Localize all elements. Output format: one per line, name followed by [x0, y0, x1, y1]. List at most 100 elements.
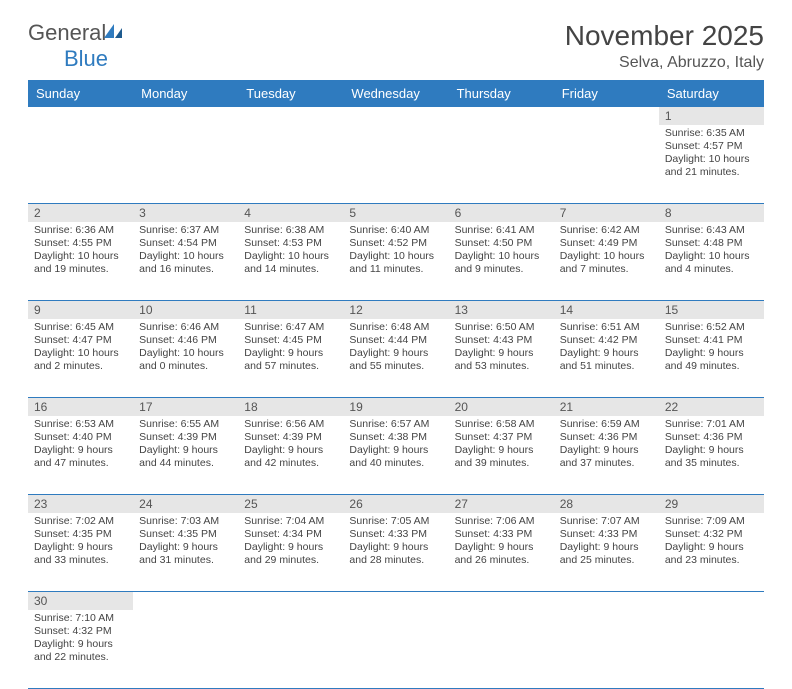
day-cell — [449, 610, 554, 689]
sunrise-text: Sunrise: 7:04 AM — [244, 515, 337, 528]
sunrise-text: Sunrise: 6:38 AM — [244, 224, 337, 237]
day-info: Sunrise: 6:36 AMSunset: 4:55 PMDaylight:… — [28, 222, 133, 281]
day-info: Sunrise: 6:45 AMSunset: 4:47 PMDaylight:… — [28, 319, 133, 378]
day-cell: Sunrise: 6:40 AMSunset: 4:52 PMDaylight:… — [343, 222, 448, 301]
daylight-text: Daylight: 10 hours and 9 minutes. — [455, 250, 548, 276]
day-cell: Sunrise: 6:52 AMSunset: 4:41 PMDaylight:… — [659, 319, 764, 398]
daylight-text: Daylight: 9 hours and 49 minutes. — [665, 347, 758, 373]
day-info: Sunrise: 7:04 AMSunset: 4:34 PMDaylight:… — [238, 513, 343, 572]
day-info: Sunrise: 6:40 AMSunset: 4:52 PMDaylight:… — [343, 222, 448, 281]
sunset-text: Sunset: 4:50 PM — [455, 237, 548, 250]
day-info: Sunrise: 6:38 AMSunset: 4:53 PMDaylight:… — [238, 222, 343, 281]
day-number: 14 — [554, 301, 659, 320]
sunset-text: Sunset: 4:48 PM — [665, 237, 758, 250]
sunrise-text: Sunrise: 7:02 AM — [34, 515, 127, 528]
sunset-text: Sunset: 4:44 PM — [349, 334, 442, 347]
day-info: Sunrise: 6:59 AMSunset: 4:36 PMDaylight:… — [554, 416, 659, 475]
day-cell: Sunrise: 7:10 AMSunset: 4:32 PMDaylight:… — [28, 610, 133, 689]
day-number — [449, 107, 554, 125]
day-number: 17 — [133, 398, 238, 417]
day-cell: Sunrise: 7:01 AMSunset: 4:36 PMDaylight:… — [659, 416, 764, 495]
sunrise-text: Sunrise: 6:55 AM — [139, 418, 232, 431]
sunset-text: Sunset: 4:39 PM — [139, 431, 232, 444]
day-cell: Sunrise: 7:06 AMSunset: 4:33 PMDaylight:… — [449, 513, 554, 592]
daynum-row: 2345678 — [28, 204, 764, 223]
day-cell: Sunrise: 7:04 AMSunset: 4:34 PMDaylight:… — [238, 513, 343, 592]
logo-text: General Blue — [28, 20, 124, 72]
daylight-text: Daylight: 9 hours and 28 minutes. — [349, 541, 442, 567]
week-row: Sunrise: 6:35 AMSunset: 4:57 PMDaylight:… — [28, 125, 764, 204]
day-number: 15 — [659, 301, 764, 320]
day-cell: Sunrise: 6:45 AMSunset: 4:47 PMDaylight:… — [28, 319, 133, 398]
day-info: Sunrise: 7:07 AMSunset: 4:33 PMDaylight:… — [554, 513, 659, 572]
daylight-text: Daylight: 9 hours and 47 minutes. — [34, 444, 127, 470]
sunrise-text: Sunrise: 6:45 AM — [34, 321, 127, 334]
day-number: 26 — [343, 495, 448, 514]
day-number — [238, 592, 343, 611]
logo-general: General — [28, 20, 106, 45]
day-info: Sunrise: 7:10 AMSunset: 4:32 PMDaylight:… — [28, 610, 133, 669]
day-number — [659, 592, 764, 611]
sunset-text: Sunset: 4:36 PM — [665, 431, 758, 444]
sunrise-text: Sunrise: 6:36 AM — [34, 224, 127, 237]
day-cell: Sunrise: 6:56 AMSunset: 4:39 PMDaylight:… — [238, 416, 343, 495]
day-cell — [554, 125, 659, 204]
sunrise-text: Sunrise: 6:40 AM — [349, 224, 442, 237]
sunset-text: Sunset: 4:32 PM — [665, 528, 758, 541]
sunset-text: Sunset: 4:46 PM — [139, 334, 232, 347]
sunset-text: Sunset: 4:37 PM — [455, 431, 548, 444]
daylight-text: Daylight: 9 hours and 39 minutes. — [455, 444, 548, 470]
day-number: 2 — [28, 204, 133, 223]
day-header: Saturday — [659, 80, 764, 107]
daylight-text: Daylight: 9 hours and 37 minutes. — [560, 444, 653, 470]
day-header-row: SundayMondayTuesdayWednesdayThursdayFrid… — [28, 80, 764, 107]
sunrise-text: Sunrise: 6:58 AM — [455, 418, 548, 431]
sunrise-text: Sunrise: 6:59 AM — [560, 418, 653, 431]
sunrise-text: Sunrise: 7:09 AM — [665, 515, 758, 528]
day-number — [343, 107, 448, 125]
day-cell: Sunrise: 7:09 AMSunset: 4:32 PMDaylight:… — [659, 513, 764, 592]
daylight-text: Daylight: 9 hours and 22 minutes. — [34, 638, 127, 664]
sunrise-text: Sunrise: 6:37 AM — [139, 224, 232, 237]
day-number: 22 — [659, 398, 764, 417]
day-info: Sunrise: 6:56 AMSunset: 4:39 PMDaylight:… — [238, 416, 343, 475]
day-number — [238, 107, 343, 125]
sunrise-text: Sunrise: 6:57 AM — [349, 418, 442, 431]
day-number: 8 — [659, 204, 764, 223]
day-header: Sunday — [28, 80, 133, 107]
day-info: Sunrise: 7:06 AMSunset: 4:33 PMDaylight:… — [449, 513, 554, 572]
sunset-text: Sunset: 4:36 PM — [560, 431, 653, 444]
daylight-text: Daylight: 9 hours and 29 minutes. — [244, 541, 337, 567]
week-row: Sunrise: 7:10 AMSunset: 4:32 PMDaylight:… — [28, 610, 764, 689]
day-info: Sunrise: 6:52 AMSunset: 4:41 PMDaylight:… — [659, 319, 764, 378]
calendar-body: 1Sunrise: 6:35 AMSunset: 4:57 PMDaylight… — [28, 107, 764, 689]
sunset-text: Sunset: 4:35 PM — [34, 528, 127, 541]
day-header: Tuesday — [238, 80, 343, 107]
day-number: 24 — [133, 495, 238, 514]
day-info: Sunrise: 6:58 AMSunset: 4:37 PMDaylight:… — [449, 416, 554, 475]
day-header: Thursday — [449, 80, 554, 107]
header: General Blue November 2025 Selva, Abruzz… — [28, 20, 764, 72]
day-number: 27 — [449, 495, 554, 514]
day-cell: Sunrise: 7:05 AMSunset: 4:33 PMDaylight:… — [343, 513, 448, 592]
sunset-text: Sunset: 4:52 PM — [349, 237, 442, 250]
day-number: 20 — [449, 398, 554, 417]
daynum-row: 23242526272829 — [28, 495, 764, 514]
week-row: Sunrise: 6:45 AMSunset: 4:47 PMDaylight:… — [28, 319, 764, 398]
day-header: Friday — [554, 80, 659, 107]
day-info: Sunrise: 7:03 AMSunset: 4:35 PMDaylight:… — [133, 513, 238, 572]
day-info: Sunrise: 6:37 AMSunset: 4:54 PMDaylight:… — [133, 222, 238, 281]
sunrise-text: Sunrise: 7:07 AM — [560, 515, 653, 528]
daylight-text: Daylight: 10 hours and 21 minutes. — [665, 153, 758, 179]
sunset-text: Sunset: 4:43 PM — [455, 334, 548, 347]
sunset-text: Sunset: 4:33 PM — [560, 528, 653, 541]
day-number — [449, 592, 554, 611]
daylight-text: Daylight: 9 hours and 55 minutes. — [349, 347, 442, 373]
day-cell: Sunrise: 6:37 AMSunset: 4:54 PMDaylight:… — [133, 222, 238, 301]
logo-blue: Blue — [64, 46, 108, 71]
day-number: 11 — [238, 301, 343, 320]
location: Selva, Abruzzo, Italy — [565, 54, 764, 72]
month-title: November 2025 — [565, 20, 764, 52]
week-row: Sunrise: 6:53 AMSunset: 4:40 PMDaylight:… — [28, 416, 764, 495]
sunrise-text: Sunrise: 7:06 AM — [455, 515, 548, 528]
